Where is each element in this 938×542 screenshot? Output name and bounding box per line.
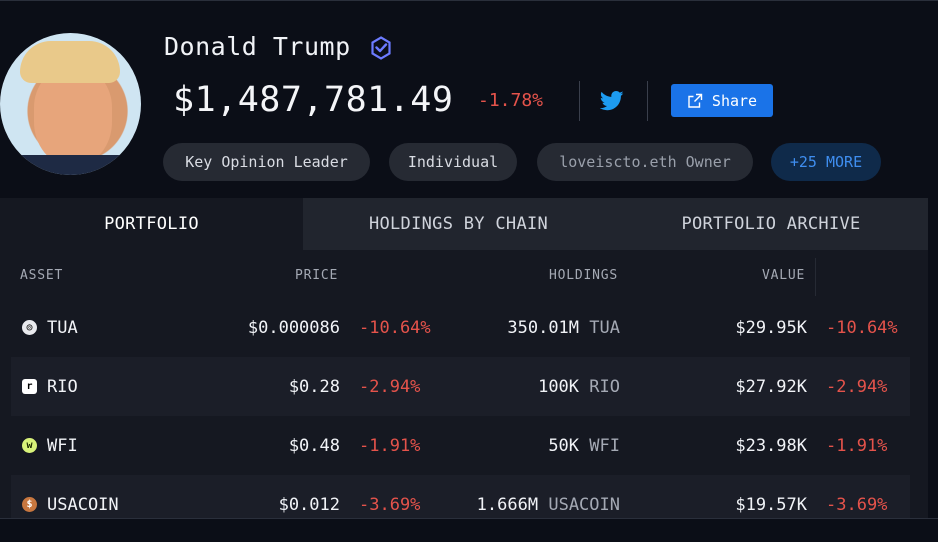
external-share-icon [688,93,703,108]
column-value[interactable]: VALUE [762,268,806,283]
table-row[interactable]: ◎ TUA $0.000086 -10.64% 350.01M TUA $29.… [11,298,910,357]
asset-cell: r RIO [22,357,78,416]
page-footer-area [0,519,938,542]
tag-individual[interactable]: Individual [389,143,517,181]
verified-badge-icon [371,36,391,60]
holdings-amount: 100K [538,376,580,397]
rio-token-icon: r [22,379,37,394]
value: $23.98K [735,435,807,456]
holdings-table: ASSET PRICE HOLDINGS VALUE ◎ TUA $0.0000… [0,250,928,534]
asset-symbol: TUA [47,317,78,338]
table-header: ASSET PRICE HOLDINGS VALUE [0,250,928,298]
holdings-amount: 50K [548,435,580,456]
twitter-icon[interactable] [600,91,624,111]
tag-key-opinion-leader[interactable]: Key Opinion Leader [163,143,370,181]
column-price[interactable]: PRICE [295,268,339,283]
asset-symbol: USACOIN [47,494,119,515]
value-change: -1.91% [826,435,888,456]
price: $0.48 [288,435,340,456]
column-divider [815,258,816,296]
value: $29.95K [735,317,807,338]
asset-cell: w WFI [22,416,78,475]
divider [647,81,648,121]
tab-portfolio[interactable]: PORTFOLIO [0,198,303,250]
value-change: -3.69% [826,494,888,515]
price-change: -3.69% [359,494,421,515]
holdings-unit: USACOIN [548,494,620,515]
price-change: -2.94% [359,376,421,397]
tag-ens-owner[interactable]: loveiscto.eth Owner [537,143,753,181]
table-row[interactable]: w WFI $0.48 -1.91% 50K WFI $23.98K -1.91… [11,416,910,475]
share-label: Share [711,91,758,110]
value: $27.92K [735,376,807,397]
asset-symbol: WFI [47,435,78,456]
table-row[interactable]: r RIO $0.28 -2.94% 100K RIO $27.92K -2.9… [11,357,910,416]
portfolio-tabs: PORTFOLIO HOLDINGS BY CHAIN PORTFOLIO AR… [0,198,928,250]
holdings-cell: 350.01M TUA [507,298,620,357]
asset-cell: $ USACOIN [22,475,119,534]
value-change: -10.64% [826,317,898,338]
share-button[interactable]: Share [671,84,773,117]
price: $0.012 [278,494,340,515]
divider [579,81,580,121]
tab-portfolio-archive[interactable]: PORTFOLIO ARCHIVE [681,214,861,234]
avatar [0,33,141,175]
wfi-token-icon: w [22,438,37,453]
balance-change: -1.78% [478,90,544,111]
column-holdings[interactable]: HOLDINGS [549,268,619,283]
holdings-amount: 1.666M [476,494,539,515]
holdings-unit: TUA [589,317,620,338]
holdings-cell: 100K RIO [538,357,620,416]
holdings-cell: 50K WFI [548,416,620,475]
price: $0.28 [288,376,340,397]
holdings-cell: 1.666M USACOIN [477,475,620,534]
tua-token-icon: ◎ [22,320,37,335]
asset-symbol: RIO [47,376,78,397]
holdings-unit: RIO [589,376,620,397]
value: $19.57K [735,494,807,515]
price-change: -1.91% [359,435,421,456]
usacoin-token-icon: $ [22,497,37,512]
profile-name: Donald Trump [164,32,351,61]
portfolio-balance: $1,487,781.49 [173,80,454,120]
price: $0.000086 [247,317,340,338]
holdings-amount: 350.01M [507,317,580,338]
top-border [0,0,938,1]
tab-holdings-by-chain[interactable]: HOLDINGS BY CHAIN [368,214,549,234]
holdings-unit: WFI [589,435,620,456]
value-change: -2.94% [826,376,888,397]
asset-cell: ◎ TUA [22,298,78,357]
more-tags-button[interactable]: +25 MORE [771,143,881,181]
bottom-border [0,518,938,519]
column-asset[interactable]: ASSET [20,268,64,283]
price-change: -10.64% [359,317,431,338]
